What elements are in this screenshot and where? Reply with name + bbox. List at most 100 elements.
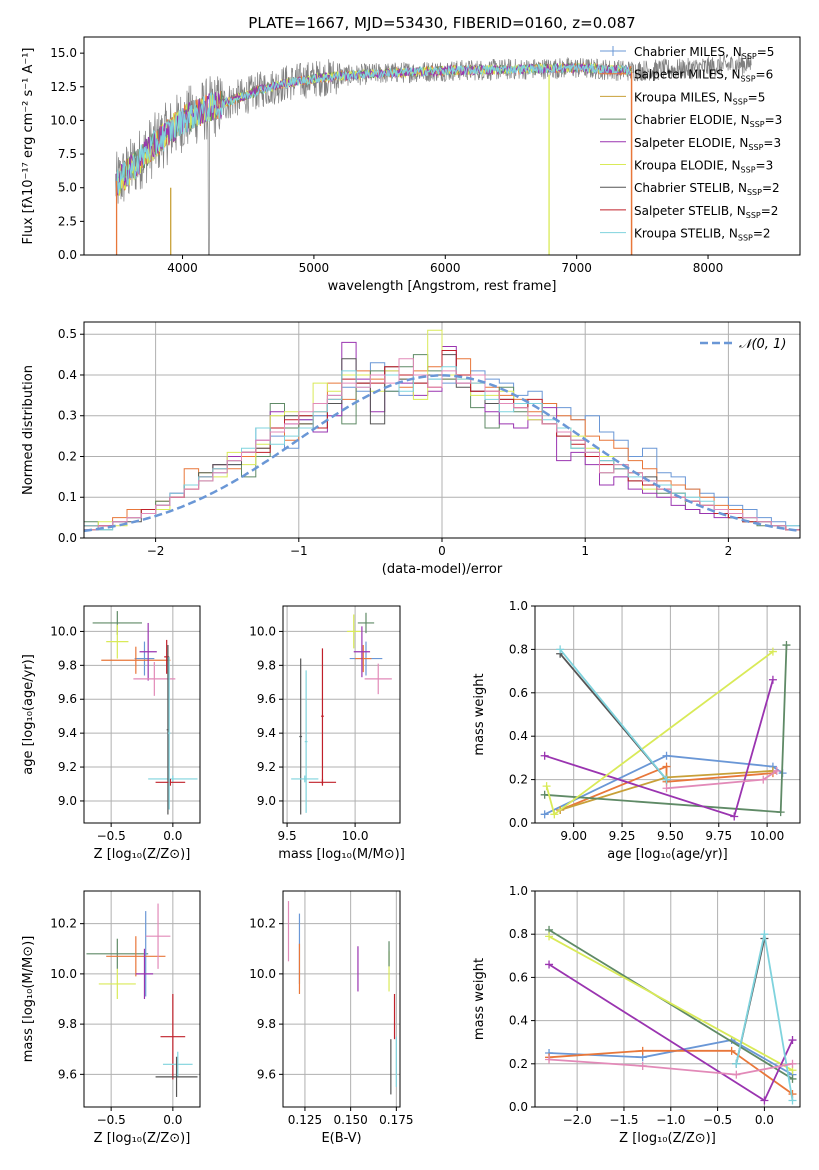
weight-point <box>540 790 549 799</box>
y-tick-label: 9.4 <box>257 726 276 740</box>
gaussian-curve <box>83 374 801 533</box>
x-tick-label: 10.00 <box>750 829 784 843</box>
y-tick-label: 9.6 <box>58 692 77 706</box>
x-tick-label: −0.5 <box>703 1113 732 1127</box>
x-tick-label: −2 <box>147 544 165 558</box>
x-tick-label: −2.0 <box>563 1113 592 1127</box>
weight-series-chabrier_elodie <box>548 929 793 1080</box>
y-tick-label: 10.0 <box>50 624 77 638</box>
weight-point <box>662 751 671 760</box>
y-tick-label: 10.0 <box>249 967 276 981</box>
x-tick-label: 10.0 <box>342 829 369 843</box>
x-tick-label: 0.0 <box>755 1113 774 1127</box>
x-tick-label: −0.5 <box>97 829 126 843</box>
y-tick-label: 0.8 <box>509 927 528 941</box>
y-tick-label: 7.5 <box>58 147 77 161</box>
spectrum-model-line-kroupa_elodie <box>116 62 632 196</box>
y-axis-label: age [log₁₀(age/yr)] <box>21 654 36 775</box>
weight-point <box>732 1059 741 1068</box>
legend-label: Salpeter STELIB, NSSP=2 <box>634 204 778 220</box>
axes-frame <box>282 890 401 1108</box>
weight-point <box>542 782 551 791</box>
y-tick-label: 0.0 <box>509 816 528 830</box>
spectrum-panel: 4000 5000 6000 7000 8000 0.0 2.5 5.0 7.5 10.0 12.5… <box>21 36 801 294</box>
x-tick-label: 2 <box>725 544 733 558</box>
axes-frame <box>83 321 801 539</box>
y-tick-label: 9.6 <box>257 692 276 706</box>
y-tick-label: 1.0 <box>509 599 528 613</box>
axes-frame <box>282 605 401 824</box>
weight-point <box>768 675 777 684</box>
weight_vs_Z-panel: −2.0 −1.5 −1.0 −0.5 0.0 0.0 0.2 0.4 0.6 0.8 1.0 Z [… <box>472 884 801 1146</box>
x-tick-label: 5000 <box>299 261 330 275</box>
x-tick-label: −1 <box>290 544 308 558</box>
y-tick-label: 0.2 <box>58 449 77 463</box>
legend-label: Kroupa ELODIE, NSSP=3 <box>634 159 773 175</box>
weight-point <box>727 1046 736 1055</box>
y-tick-label: 0.2 <box>509 1057 528 1071</box>
weight-point <box>662 775 671 784</box>
figure-title: PLATE=1667, MJD=53430, FIBERID=0160, z=0… <box>248 14 635 32</box>
y-tick-label: 0.5 <box>58 327 77 341</box>
x-tick-label: 0.125 <box>288 1113 322 1127</box>
x-tick-label: 9.5 <box>278 829 297 843</box>
y-axis-label: mass [log₁₀(M/M⊙)] <box>21 936 36 1063</box>
residuals-panel: −2 −1 0 1 2 0.0 0.1 0.2 0.3 0.4 0.5 (data-model)/er… <box>21 321 801 577</box>
weight-point <box>550 810 559 819</box>
weight-series-chabrier_miles <box>544 754 784 816</box>
x-tick-label: 4000 <box>167 261 198 275</box>
x-axis-label: wavelength [Angstrom, rest frame] <box>328 279 557 294</box>
legend-label: Kroupa STELIB, NSSP=2 <box>634 227 771 243</box>
y-axis-label: mass weight <box>472 673 487 755</box>
weight-point <box>759 775 768 784</box>
weight-series-chabrier_miles <box>548 1039 793 1076</box>
y-tick-label: 2.5 <box>58 214 77 228</box>
y-tick-label: 0.4 <box>509 1014 528 1028</box>
y-tick-label: 15.0 <box>50 46 77 60</box>
y-tick-label: 9.8 <box>58 1017 77 1031</box>
y-axis-label: Normed distribution <box>21 365 36 495</box>
weight-point <box>760 1096 769 1105</box>
spectrum-legend: Chabrier MILES, NSSP=5 Salpeter MILES, NS… <box>600 45 782 243</box>
x-tick-label: 0.150 <box>333 1113 367 1127</box>
weight-point <box>730 812 739 821</box>
weight-series-kroupa_elodie <box>548 935 793 1072</box>
x-tick-label: 0 <box>438 544 446 558</box>
legend-label: 𝒩(0, 1) <box>739 337 786 352</box>
legend-label: Kroupa MILES, NSSP=5 <box>634 90 765 106</box>
y-tick-label: 9.2 <box>58 760 77 774</box>
y-tick-label: 1.0 <box>509 884 528 898</box>
legend-label: Salpeter MILES, NSSP=6 <box>634 68 773 84</box>
y-tick-label: 0.4 <box>509 729 528 743</box>
weight-point <box>788 1036 797 1045</box>
weight-point <box>772 766 781 775</box>
y-tick-label: 9.8 <box>257 1017 276 1031</box>
y-tick-label: 10.0 <box>50 113 77 127</box>
y-tick-label: 10.0 <box>249 624 276 638</box>
x-tick-label: 1 <box>581 544 589 558</box>
panels: 4000 5000 6000 7000 80000.02.55.07.510.012.5… <box>21 36 801 1146</box>
weight-point <box>638 1061 647 1070</box>
x-tick-label: 7000 <box>561 261 592 275</box>
mass_vs_Z-panel: −0.5 0.0 9.6 9.8 10.0 10.2 Z [log₁₀(Z/Z⊙)] mass… <box>21 890 201 1146</box>
x-tick-label: −1.5 <box>609 1113 638 1127</box>
weight-point <box>782 641 791 650</box>
weight-point <box>662 762 671 771</box>
weight-series-pink <box>548 1058 793 1076</box>
legend-label: Chabrier ELODIE, NSSP=3 <box>634 113 782 129</box>
weight-point <box>638 1046 647 1055</box>
weight-point <box>768 647 777 656</box>
y-axis-label: Flux [fλ10⁻¹⁷ erg cm⁻² s⁻¹ A⁻¹] <box>21 48 36 245</box>
y-tick-label: 0.6 <box>509 970 528 984</box>
spectrum-model-line-salpeter_elodie <box>116 62 632 196</box>
x-axis-label: (data-model)/error <box>382 562 503 577</box>
y-tick-label: 9.0 <box>58 794 77 808</box>
y-tick-label: 9.6 <box>257 1067 276 1081</box>
x-axis-label: E(B-V) <box>321 1131 361 1146</box>
weight-point <box>556 645 565 654</box>
histogram-series-pink <box>84 358 800 538</box>
y-tick-label: 10.2 <box>249 917 276 931</box>
x-tick-label: 9.00 <box>560 829 587 843</box>
x-tick-label: 9.75 <box>705 829 732 843</box>
